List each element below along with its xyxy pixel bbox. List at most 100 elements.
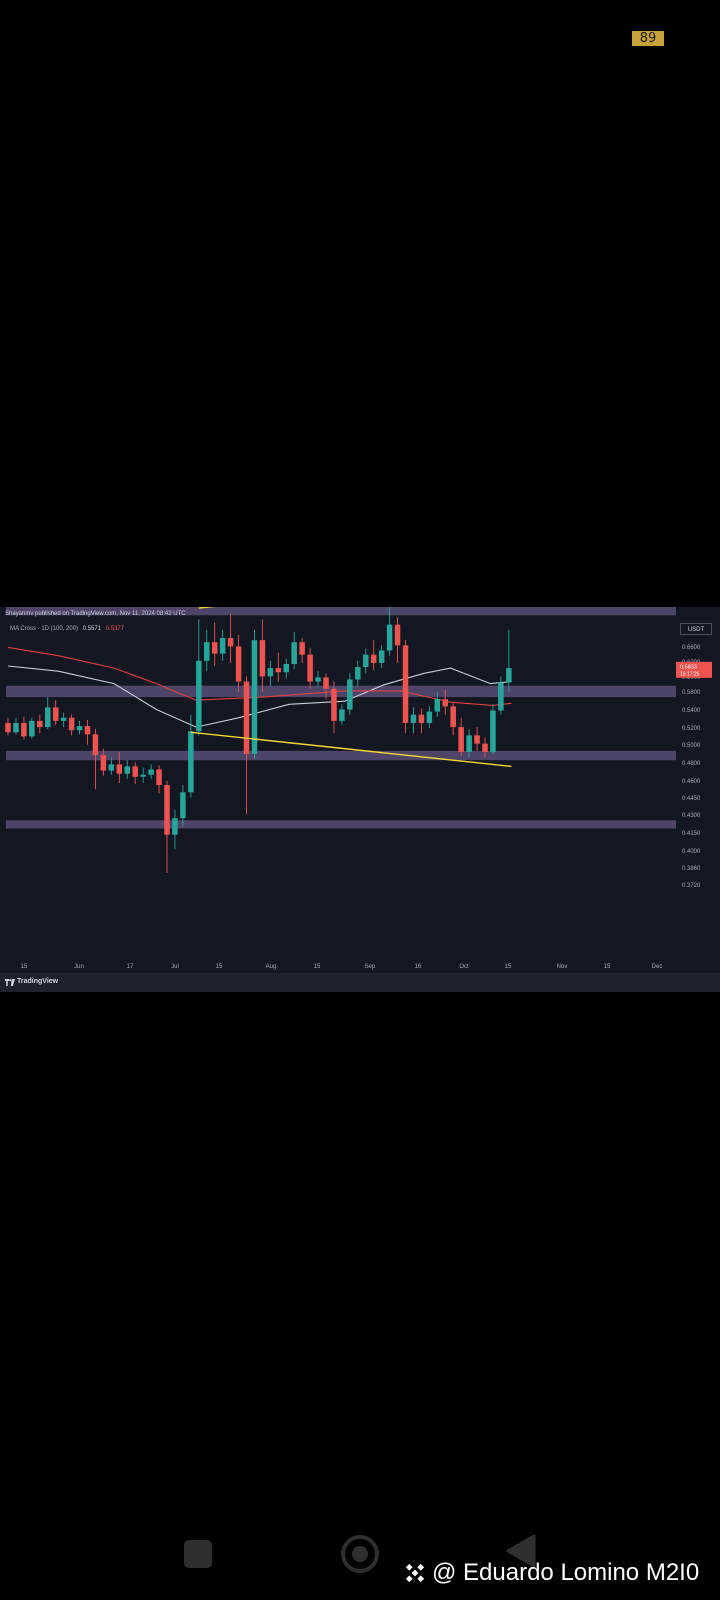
- y-tick-label: 0.5200: [682, 726, 701, 732]
- candle: [211, 622, 218, 667]
- candle-body: [219, 638, 226, 654]
- chart-header: Shayanmv published on TradingView.com, N…: [5, 611, 186, 617]
- candle-body: [116, 764, 123, 774]
- x-tick-label: 15: [505, 964, 512, 970]
- candle-body: [347, 679, 353, 710]
- candle-body: [251, 640, 258, 754]
- y-tick-label: 0.4300: [682, 813, 701, 819]
- candle-body: [37, 720, 43, 728]
- x-tick-label: Aug: [266, 964, 277, 970]
- candle: [490, 704, 496, 754]
- ma100-line: [7, 665, 512, 728]
- candle-body: [291, 642, 297, 664]
- candle-body: [132, 766, 138, 777]
- ma200-line: [7, 646, 512, 706]
- y-tick-label: 0.4800: [682, 761, 701, 767]
- trendline: [190, 731, 512, 768]
- x-tick-label: Oct: [459, 964, 469, 970]
- candle-body: [76, 726, 83, 731]
- x-tick-label: Jun: [74, 964, 84, 970]
- ma100-value: 0.5571: [82, 626, 102, 632]
- candle: [60, 712, 67, 728]
- tradingview-footer: TradingView: [0, 973, 720, 992]
- candle-body: [323, 677, 329, 689]
- candle-body: [402, 645, 409, 723]
- candle-body: [13, 722, 19, 733]
- candle: [458, 717, 464, 757]
- candle: [259, 619, 266, 692]
- candle: [426, 706, 433, 729]
- candle-body: [100, 755, 107, 771]
- candle-body: [164, 785, 170, 835]
- indicator-name: MA Cross · 1D (100, 200): [10, 626, 79, 632]
- candle: [92, 729, 99, 790]
- candle-body: [124, 766, 130, 774]
- candle-body: [458, 727, 464, 752]
- x-tick-label: Dec: [652, 964, 663, 970]
- y-tick-label: 0.4600: [682, 779, 701, 785]
- candle-body: [482, 743, 488, 752]
- candle: [188, 714, 194, 798]
- y-tick-label: 0.5800: [682, 690, 701, 696]
- candle-body: [156, 769, 162, 786]
- candle-body: [204, 642, 210, 661]
- candle-body: [307, 654, 313, 682]
- candle: [474, 727, 480, 751]
- candle-body: [275, 668, 282, 673]
- candle: [76, 720, 83, 735]
- back-button[interactable]: [506, 1534, 536, 1568]
- candle: [339, 704, 345, 726]
- candle: [243, 676, 250, 815]
- candle-body: [394, 624, 401, 646]
- candle: [140, 767, 146, 783]
- candle-body: [68, 717, 75, 731]
- price-chart[interactable]: 0.66000.62000.60000.58000.54000.52000.50…: [0, 607, 720, 973]
- candle: [347, 673, 353, 715]
- binance-logo-icon: [405, 1563, 425, 1583]
- x-tick-label: 15: [216, 964, 223, 970]
- candle-body: [410, 714, 417, 723]
- candle: [148, 764, 154, 779]
- tradingview-brand: TradingView: [17, 978, 59, 985]
- support-resistance-zone: [6, 607, 676, 616]
- candle-body: [418, 714, 425, 723]
- candle-body: [299, 642, 305, 655]
- candle: [164, 780, 170, 874]
- candle: [315, 671, 321, 687]
- y-tick-label: 0.4150: [682, 831, 701, 837]
- candle: [394, 617, 401, 663]
- candle-body: [434, 699, 441, 712]
- candle: [466, 729, 472, 758]
- candle: [386, 607, 393, 656]
- candle-body: [498, 682, 504, 711]
- candle-body: [108, 764, 115, 771]
- candle: [482, 737, 488, 758]
- candle: [267, 660, 274, 687]
- candle: [45, 697, 51, 730]
- last-price-tag: [676, 661, 712, 678]
- recent-apps-button[interactable]: [184, 1540, 212, 1568]
- candle: [21, 716, 27, 740]
- candle: [370, 640, 377, 671]
- candle-body: [466, 735, 472, 752]
- candle-body: [188, 731, 194, 793]
- candle: [5, 717, 11, 736]
- support-resistance-zone: [6, 750, 676, 761]
- candle-body: [196, 660, 202, 732]
- x-tick-label: 15: [604, 964, 611, 970]
- candle-body: [386, 624, 393, 651]
- candle: [132, 762, 138, 785]
- candle-body: [172, 818, 178, 835]
- candle-body: [363, 654, 369, 668]
- watermark: @ Eduardo Lomino M2I0: [402, 1558, 699, 1588]
- candle: [196, 619, 202, 736]
- currency-label[interactable]: USDT: [680, 623, 712, 635]
- candle-body: [21, 722, 27, 737]
- candle: [355, 660, 361, 687]
- candle: [13, 717, 19, 735]
- candle-body: [211, 642, 218, 654]
- home-button[interactable]: [341, 1535, 379, 1573]
- chart-card: 0.66000.62000.60000.58000.54000.52000.50…: [0, 607, 720, 992]
- candle-body: [140, 774, 146, 777]
- candle: [227, 614, 234, 663]
